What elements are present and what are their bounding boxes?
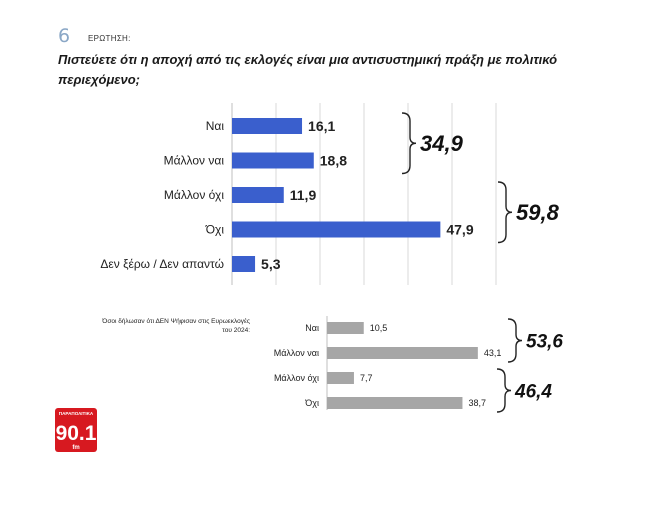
bar bbox=[232, 256, 256, 272]
logo-top-text: ΠΑΡΑΠΟΛΙΤΙΚΑ bbox=[59, 411, 94, 416]
bar bbox=[232, 221, 441, 238]
bar bbox=[232, 152, 314, 169]
logo-number: 90.1 bbox=[56, 422, 97, 445]
group-brace bbox=[497, 181, 513, 244]
data-label: 11,9 bbox=[290, 187, 317, 203]
category-label: Δεν ξέρω / Δεν απαντώ bbox=[100, 257, 224, 271]
question-title: Πιστεύετε ότι η αποχή από τις εκλογές εί… bbox=[58, 52, 558, 87]
category-label: Μάλλον όχι bbox=[164, 188, 224, 202]
bar bbox=[232, 187, 284, 203]
group-brace bbox=[401, 112, 417, 175]
category-label: Μάλλον ναι bbox=[164, 154, 225, 168]
group-total-label: 34,9 bbox=[420, 131, 464, 156]
logo-bottom-text: fm bbox=[72, 445, 79, 451]
category-label: Όχι bbox=[205, 223, 225, 237]
category-label: Ναι bbox=[206, 119, 225, 133]
data-label: 16,1 bbox=[308, 118, 335, 134]
bar bbox=[232, 118, 303, 134]
question-label: ΕΡΩΤΗΣΗ: bbox=[88, 34, 131, 43]
group-total-label: 59,8 bbox=[516, 200, 560, 225]
data-label: 18,8 bbox=[320, 153, 347, 169]
data-label: 47,9 bbox=[446, 222, 473, 238]
data-label: 5,3 bbox=[261, 256, 281, 272]
subset-note: Όσοι δήλωσαν ότι ΔΕΝ Ψήφισαν στις Ευρωεκ… bbox=[102, 318, 250, 334]
question-number: 6 bbox=[58, 25, 71, 47]
radio-logo: ΠΑΡΑΠΟΛΙΤΙΚΑ 90.1 fm bbox=[55, 408, 97, 452]
